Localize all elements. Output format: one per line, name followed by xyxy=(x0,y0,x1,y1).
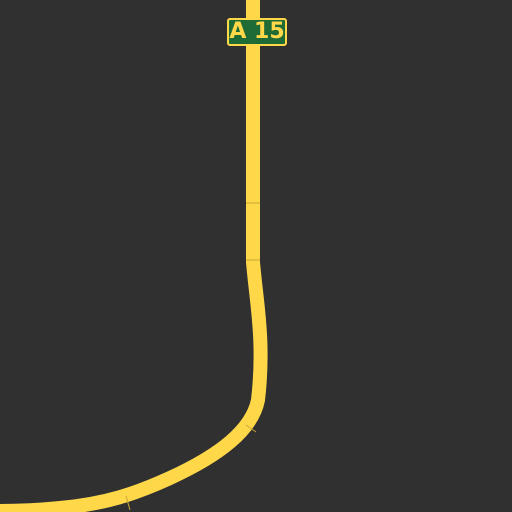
road-segment-joint xyxy=(245,424,257,433)
road-ref-label: A 15 xyxy=(229,19,285,44)
road-ref-shield[interactable]: A 15 xyxy=(227,18,287,46)
road-a15[interactable] xyxy=(0,0,268,512)
road-segment-joint xyxy=(125,495,131,511)
